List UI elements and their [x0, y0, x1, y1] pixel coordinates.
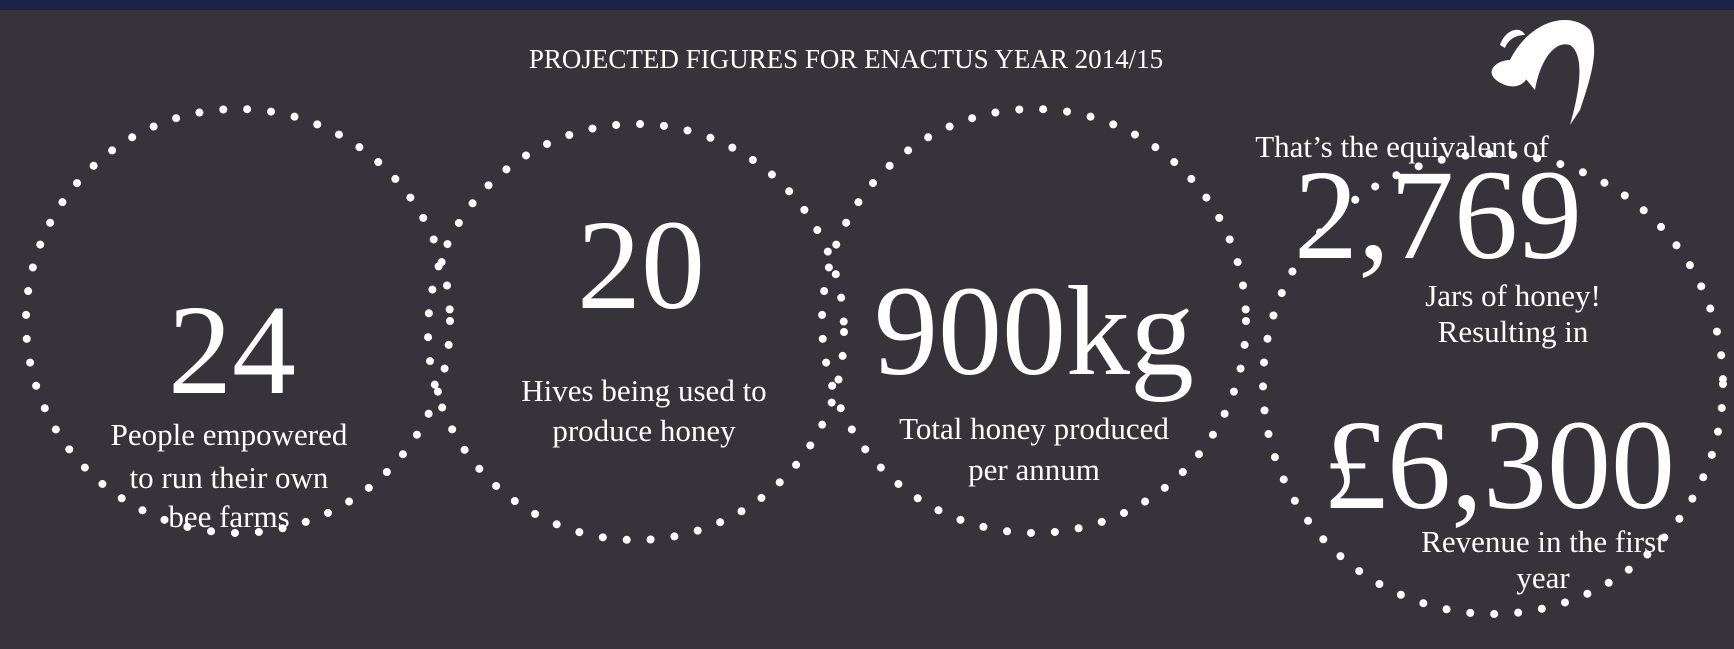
stat-caption: bee farms — [168, 499, 289, 534]
stat-value: 20 — [577, 194, 705, 336]
infographic: PROJECTED FIGURES FOR ENACTUS YEAR 2014/… — [0, 0, 1734, 649]
stat-caption: per annum — [968, 452, 1100, 487]
revenue-caption: year — [1516, 560, 1570, 595]
stat-caption: Hives being used to — [521, 373, 766, 408]
stat-caption: to run their own — [130, 460, 329, 495]
stat-caption: produce honey — [552, 413, 736, 448]
title: PROJECTED FIGURES FOR ENACTUS YEAR 2014/… — [529, 44, 1163, 74]
revenue-value: £6,300 — [1323, 394, 1675, 536]
revenue-caption: Revenue in the first — [1421, 524, 1665, 559]
top-band — [0, 0, 1734, 10]
stat-caption: People empowered — [111, 417, 348, 452]
equivalent-caption: Jars of honey! — [1425, 278, 1601, 313]
stat-value: 24 — [168, 279, 296, 421]
equivalent-value: 2,769 — [1294, 144, 1582, 286]
stat-caption: Total honey produced — [899, 411, 1169, 446]
equivalent-caption: Resulting in — [1438, 314, 1589, 349]
stat-value: 900kg — [874, 260, 1194, 402]
